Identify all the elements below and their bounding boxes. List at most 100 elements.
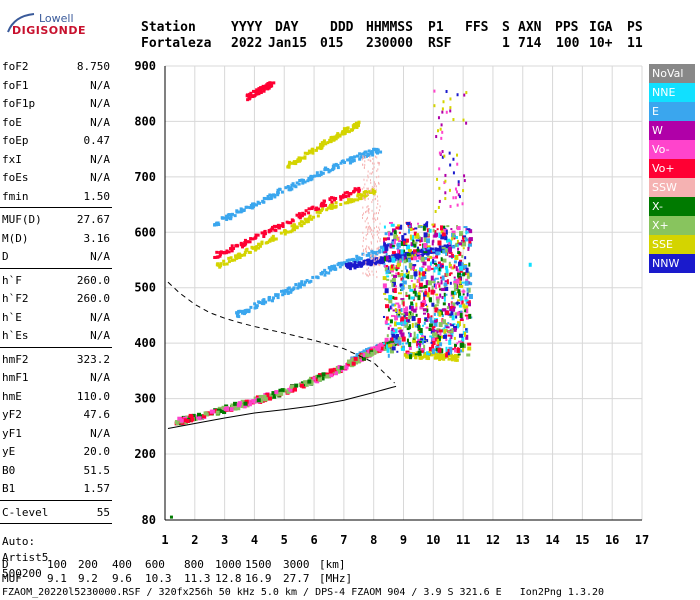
footer-row-value: 200: [78, 558, 98, 571]
footer-row-label: MUF: [2, 572, 22, 585]
echo-mark: [355, 254, 359, 258]
spread-f-mark: [384, 245, 389, 251]
echo-mark: [323, 273, 327, 277]
spread-f-mark: [400, 322, 404, 325]
echo-mark: [344, 129, 348, 133]
pink-streak-mark: [368, 247, 370, 250]
echo-mark: [281, 224, 285, 228]
echo-mark: [371, 190, 375, 194]
param-value: N/A: [90, 310, 110, 324]
spread-f-mark: [420, 256, 425, 262]
spread-f-mark: [385, 253, 388, 258]
spread-f-mark: [429, 335, 433, 338]
spread-f-mark: [430, 275, 434, 281]
echo-mark: [320, 141, 324, 145]
spread-f-mark: [439, 288, 443, 291]
spread-f-mark: [437, 347, 442, 353]
spread-f-mark: [400, 347, 405, 351]
spread-f-mark: [418, 270, 421, 276]
pink-streak-mark: [367, 187, 369, 190]
pink-streak-mark: [372, 167, 374, 170]
ordinary-trace-mark: [320, 376, 325, 381]
echo-mark: [264, 84, 268, 88]
echo-mark: [292, 161, 296, 165]
echo-mark: [249, 204, 253, 208]
spread-f-mark: [432, 326, 436, 329]
echo-mark: [214, 255, 218, 259]
echo-mark: [336, 166, 340, 170]
ordinary-trace-mark: [332, 367, 337, 372]
echo-mark: [443, 244, 447, 248]
ordinary-trace-mark: [316, 374, 321, 379]
upper-echo-mark: [438, 186, 441, 190]
pink-streak-mark: [371, 248, 373, 251]
spread-f-mark: [468, 238, 472, 244]
upper-echo-mark: [456, 203, 459, 207]
echo-mark: [298, 285, 302, 289]
ordinary-trace-mark: [221, 405, 226, 410]
param-row-yE: yE 20.0: [0, 443, 112, 461]
echo-mark: [335, 163, 339, 167]
spread-f-mark: [447, 247, 452, 253]
spread-f-mark: [409, 288, 414, 292]
spread-f-mark: [434, 260, 437, 263]
echo-mark: [229, 215, 233, 219]
upper-echo-mark: [441, 107, 444, 111]
spread-f-mark: [429, 316, 433, 322]
echo-mark: [420, 253, 424, 257]
pink-streak-mark: [368, 211, 370, 214]
pink-streak-mark: [364, 198, 366, 201]
legend-item-vo: Vo+: [649, 159, 695, 178]
upper-echo-mark: [449, 163, 452, 167]
spread-f-mark: [405, 291, 408, 296]
spread-f-mark: [418, 282, 423, 287]
echo-mark: [289, 221, 293, 225]
echo-mark: [439, 249, 443, 253]
spread-f-mark: [407, 249, 412, 253]
spread-f-mark: [406, 326, 410, 331]
pink-streak-mark: [365, 193, 367, 196]
spread-f-mark: [423, 284, 428, 288]
spread-f-mark: [389, 324, 392, 327]
echo-mark: [303, 180, 307, 184]
spread-f-mark: [447, 334, 452, 337]
echo-mark: [423, 354, 427, 358]
echo-mark: [261, 299, 265, 303]
ordinary-trace-mark: [188, 415, 193, 420]
spread-f-mark: [435, 293, 439, 296]
spread-f-mark: [453, 336, 456, 340]
echo-mark: [257, 246, 261, 250]
echo-mark: [267, 197, 271, 201]
header-value: RSF: [428, 36, 452, 51]
spread-f-mark: [446, 306, 449, 310]
param-label: fmin: [2, 189, 29, 203]
spread-f-mark: [414, 325, 419, 328]
echo-mark: [273, 195, 277, 199]
echo-mark: [422, 252, 426, 256]
pink-streak-mark: [372, 273, 374, 276]
spread-f-mark: [410, 242, 413, 247]
pink-streak-mark: [376, 169, 378, 172]
spread-f-mark: [435, 345, 440, 348]
echo-mark: [303, 217, 307, 221]
echo-mark: [331, 267, 335, 271]
spread-f-mark: [464, 280, 469, 286]
echo-mark: [218, 251, 222, 255]
spread-f-mark: [444, 280, 448, 283]
pink-streak-mark: [366, 218, 368, 221]
upper-echo-mark: [435, 135, 438, 139]
pink-streak-mark: [363, 248, 365, 251]
pink-streak-mark: [371, 257, 373, 260]
pink-streak-mark: [376, 156, 378, 159]
spread-f-mark: [427, 265, 432, 271]
echo-mark: [234, 254, 238, 258]
spread-f-mark: [461, 336, 465, 342]
spread-f-mark: [430, 250, 433, 253]
spread-f-mark: [428, 346, 432, 352]
spread-f-mark: [459, 313, 463, 319]
spread-f-mark: [424, 288, 427, 291]
spread-f-mark: [417, 225, 422, 229]
spread-f-mark: [459, 319, 464, 322]
spread-f-mark: [398, 224, 403, 230]
echo-mark: [271, 234, 275, 238]
